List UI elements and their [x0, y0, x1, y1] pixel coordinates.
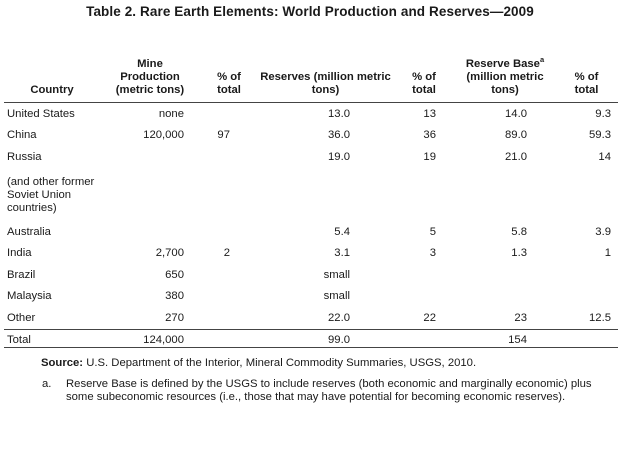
header-pct-total-1: % of total: [200, 53, 258, 103]
cell-country: Russia: [7, 150, 42, 163]
cell-country-note: (and other former Soviet Union countries…: [4, 168, 100, 221]
header-pct-total-1-text: % of total: [217, 71, 241, 96]
cell-pct1: [200, 103, 258, 125]
cell-country: China: [7, 129, 37, 142]
table-row-russia-note: (and other former Soviet Union countries…: [4, 168, 618, 221]
header-reserve-base-footnote-mark: a: [539, 55, 545, 64]
header-pct-total-2: % of total: [393, 53, 455, 103]
header-reserve-base-units: (million metric tons): [466, 71, 544, 96]
header-reserve-base-text: Reserve Base: [465, 58, 540, 70]
source-label: Source:: [41, 357, 84, 369]
cell-pct3: [555, 264, 618, 286]
cell-base: [455, 264, 555, 286]
cell-pct2: 5: [429, 225, 436, 238]
header-pct-total-3: % of total: [555, 53, 618, 103]
header-pct-total-3-text: % of total: [574, 71, 599, 96]
cell-pct3: 59.3: [589, 129, 611, 142]
footnote-mark: a.: [42, 378, 52, 390]
header-country: Country: [4, 53, 100, 103]
production-table: Country Mine Production (metric tons) % …: [4, 53, 618, 351]
cell-base: 14.0: [505, 107, 527, 120]
table-row-other: Other 270 22.0 22 23 12.5: [4, 307, 618, 329]
cell-base: 89.0: [505, 129, 527, 142]
cell-pct1: 97: [217, 129, 230, 142]
cell-pct2: [393, 264, 455, 286]
cell-pct1: 2: [223, 247, 230, 260]
cell-pct3: [555, 286, 618, 308]
cell-pct2: 22: [423, 311, 436, 324]
cell-reserves: small: [323, 268, 350, 281]
cell-country: Brazil: [7, 268, 36, 281]
table-row-australia: Australia 5.4 5 5.8 3.9: [4, 221, 618, 243]
cell-mine: [100, 146, 200, 168]
header-row: Country Mine Production (metric tons) % …: [4, 53, 618, 103]
cell-pct1: [200, 307, 258, 329]
cell-pct1: [200, 286, 258, 308]
cell-pct1: [200, 221, 258, 243]
cell-pct3: 12.5: [589, 311, 611, 324]
cell-mine: 380: [165, 290, 184, 303]
source-note: Source: U.S. Department of the Interior,…: [41, 357, 476, 369]
header-mine-production-text: Mine Production (metric tons): [115, 58, 185, 96]
russia-note-text: (and other former Soviet Union countries…: [7, 175, 95, 214]
cell-mine: 2,700: [155, 247, 184, 260]
cell-mine: 270: [165, 311, 184, 324]
table-row-china: China 120,000 97 36.0 36 89.0 59.3: [4, 125, 618, 147]
cell-mine: [100, 221, 200, 243]
cell-mine: none: [158, 107, 184, 120]
header-mine-production: Mine Production (metric tons): [100, 53, 200, 103]
cell-country: United States: [7, 107, 75, 120]
cell-reserves: 19.0: [328, 150, 350, 163]
cell-pct2: 3: [429, 247, 436, 260]
cell-country: Other: [7, 311, 36, 324]
cell-total-reserves: 99.0: [258, 328, 393, 351]
cell-base: 23: [514, 311, 527, 324]
cell-base: 5.8: [511, 225, 527, 238]
cell-pct3: 9.3: [595, 107, 611, 120]
header-reserves: Reserves (million metric tons): [258, 53, 393, 103]
cell-pct3: 1: [604, 247, 611, 260]
cell-pct2: 19: [423, 150, 436, 163]
footnote-text: Reserve Base is defined by the USGS to i…: [66, 378, 592, 403]
table-bottom-rule: [4, 347, 618, 348]
footnote: a. Reserve Base is defined by the USGS t…: [41, 378, 601, 404]
header-reserve-base: Reserve Basea (million metric tons): [455, 53, 555, 103]
cell-mine: 650: [165, 268, 184, 281]
cell-total-base: 154: [455, 328, 555, 351]
cell-base: 21.0: [505, 150, 527, 163]
table-row-india: India 2,700 2 3.1 3 1.3 1: [4, 242, 618, 264]
cell-pct2: 36: [423, 129, 436, 142]
cell-pct2: [393, 286, 455, 308]
cell-reserves: 13.0: [328, 107, 350, 120]
cell-reserves: 36.0: [328, 129, 350, 142]
cell-pct1: [200, 146, 258, 168]
table-row-brazil: Brazil 650 small: [4, 264, 618, 286]
cell-country: Australia: [7, 225, 51, 238]
table-title: Table 2. Rare Earth Elements: World Prod…: [86, 4, 534, 19]
cell-country: India: [7, 247, 32, 260]
cell-total-mine: 124,000: [100, 328, 200, 351]
cell-base: [455, 286, 555, 308]
cell-mine: 120,000: [143, 129, 184, 142]
cell-reserves: 22.0: [328, 311, 350, 324]
cell-reserves: 5.4: [334, 225, 350, 238]
cell-pct1: [200, 264, 258, 286]
cell-reserves: 3.1: [334, 247, 350, 260]
cell-base: 1.3: [511, 247, 527, 260]
cell-reserves: small: [323, 290, 350, 303]
cell-pct3: 3.9: [595, 225, 611, 238]
table-row-united-states: United States none 13.0 13 14.0 9.3: [4, 103, 618, 125]
header-reserves-text: Reserves (million metric tons): [260, 71, 391, 96]
table-row-russia: Russia 19.0 19 21.0 14: [4, 146, 618, 168]
cell-pct3: 14: [598, 150, 611, 163]
table-row-malaysia: Malaysia 380 small: [4, 286, 618, 308]
cell-pct2: 13: [423, 107, 436, 120]
cell-total-label: Total: [4, 328, 100, 351]
cell-country: Malaysia: [7, 290, 52, 303]
table-row-total: Total 124,000 99.0 154: [4, 328, 618, 351]
source-text: U.S. Department of the Interior, Mineral…: [86, 357, 477, 369]
header-pct-total-2-text: % of total: [412, 71, 436, 96]
